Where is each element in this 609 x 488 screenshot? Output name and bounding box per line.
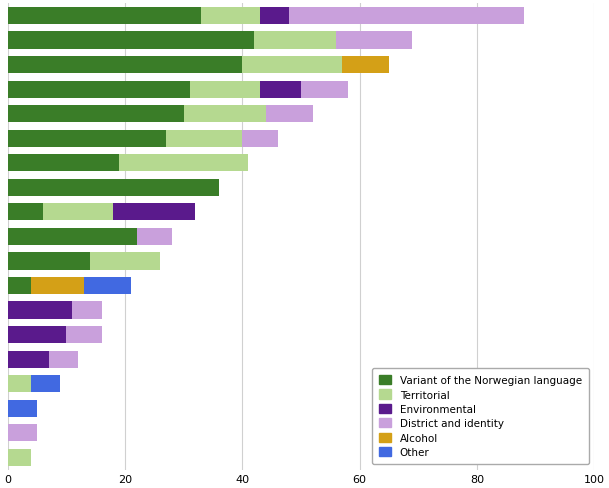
- Bar: [8, 449, 31, 466]
- Bar: [189, 81, 260, 99]
- Bar: [242, 57, 342, 74]
- Bar: [201, 8, 260, 25]
- Bar: [8, 106, 184, 123]
- Legend: Variant of the Norwegian language, Territorial, Environmental, District and iden: Variant of the Norwegian language, Terri…: [371, 368, 589, 465]
- Bar: [8, 81, 189, 99]
- Bar: [8, 400, 37, 417]
- Bar: [31, 277, 84, 295]
- Bar: [113, 204, 195, 221]
- Bar: [8, 180, 219, 197]
- Bar: [8, 351, 49, 368]
- Bar: [8, 155, 119, 172]
- Bar: [166, 130, 242, 147]
- Bar: [8, 375, 31, 392]
- Bar: [8, 302, 72, 319]
- Bar: [137, 228, 172, 245]
- Bar: [8, 57, 242, 74]
- Bar: [184, 106, 266, 123]
- Bar: [254, 32, 336, 49]
- Bar: [8, 425, 37, 442]
- Bar: [266, 106, 313, 123]
- Bar: [8, 32, 254, 49]
- Bar: [66, 326, 102, 344]
- Bar: [43, 204, 113, 221]
- Bar: [242, 130, 278, 147]
- Bar: [49, 351, 78, 368]
- Bar: [119, 155, 248, 172]
- Bar: [31, 375, 60, 392]
- Bar: [8, 277, 31, 295]
- Bar: [8, 8, 201, 25]
- Bar: [289, 8, 524, 25]
- Bar: [90, 253, 160, 270]
- Bar: [342, 57, 389, 74]
- Bar: [260, 81, 301, 99]
- Bar: [8, 204, 43, 221]
- Bar: [84, 277, 131, 295]
- Bar: [8, 326, 66, 344]
- Bar: [8, 253, 90, 270]
- Bar: [260, 8, 289, 25]
- Bar: [72, 302, 102, 319]
- Bar: [8, 228, 137, 245]
- Bar: [8, 130, 166, 147]
- Bar: [301, 81, 348, 99]
- Bar: [336, 32, 412, 49]
